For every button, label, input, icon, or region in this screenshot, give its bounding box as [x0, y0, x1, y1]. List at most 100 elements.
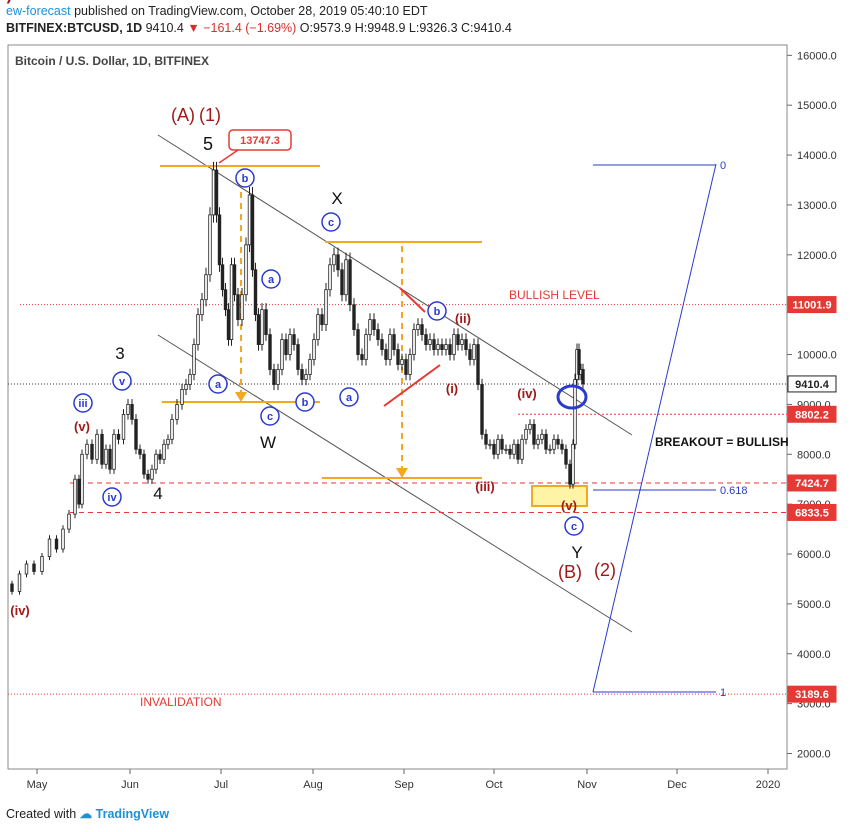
candle-body [280, 339, 284, 370]
candle-body [577, 349, 581, 375]
created-with-text: Created with [6, 807, 77, 821]
y-tick-label: 8000.0 [797, 449, 831, 461]
x-tick-label: Jun [121, 779, 139, 791]
bullish-level-label: BULLISH LEVEL [509, 288, 600, 302]
price-badge-label: 8802.2 [795, 409, 829, 421]
candle-body [240, 294, 244, 321]
candle-body [560, 443, 564, 450]
candle-body [492, 443, 496, 455]
candle-body [532, 423, 536, 445]
target-zone-box [531, 485, 588, 507]
candle-body [452, 334, 456, 355]
price-badge-box [787, 375, 837, 393]
wave-label: b [302, 397, 309, 409]
candle-body [296, 344, 300, 370]
candle-body [480, 384, 484, 435]
high-callout-box [228, 129, 292, 151]
candle-body [223, 289, 228, 311]
candle-body [528, 423, 532, 430]
candle-body [364, 334, 368, 360]
candle-body [312, 339, 316, 360]
price-badge: 3189.6 [787, 685, 837, 703]
candle-body [384, 349, 388, 360]
x-tick-label: Jul [214, 779, 228, 791]
candle-body [500, 438, 504, 450]
candle-body [67, 513, 71, 530]
y-tick-label: 2000.0 [797, 749, 831, 761]
price-badge-box [787, 296, 837, 314]
candle-body [244, 244, 248, 296]
wave-circle [261, 269, 281, 289]
candle-body [104, 448, 108, 465]
candle-body [328, 264, 332, 291]
wave-labels: (A) (1) 5 X 3 4 W Y(B) (2) (iv) (v) (ii) (i) (iii) (iv… [0, 0, 616, 618]
candle-body [95, 433, 99, 460]
wave-circle [112, 371, 132, 391]
candle-body [162, 443, 166, 460]
candle-body [121, 413, 126, 440]
wave-label: (2) [594, 560, 616, 580]
x-tick-label: Nov [577, 779, 597, 791]
candle-body [472, 344, 476, 360]
tradingview-logo-icon[interactable]: ☁ [79, 807, 93, 821]
tradingview-brand[interactable]: TradingView [95, 807, 170, 821]
trend-lines [157, 134, 633, 633]
candle-body [456, 334, 460, 345]
candle-body [229, 264, 234, 340]
candle-body [211, 169, 216, 216]
candle-body [464, 339, 468, 350]
red-mark-upper [399, 287, 426, 313]
candle-body [253, 269, 258, 316]
candle-body [564, 448, 568, 465]
candle-body [396, 349, 400, 365]
candle-body [126, 404, 130, 415]
candle-body [412, 329, 416, 355]
candle-body [40, 556, 44, 572]
candle-body [416, 324, 420, 331]
candle-body [188, 374, 192, 385]
candle-body [85, 443, 89, 455]
candle-body [508, 448, 512, 455]
price-badge: 8802.2 [787, 405, 837, 423]
candle-body [548, 448, 552, 451]
candle-body [170, 418, 174, 440]
upper-channel-line [157, 134, 633, 436]
candle-body [236, 294, 240, 321]
candle-body [226, 309, 231, 340]
invalidation-label: INVALIDATION [140, 695, 222, 709]
wave-circle [235, 168, 255, 188]
price-badge-label: 9410.4 [795, 379, 830, 391]
fib-0618-label: 0.618 [720, 485, 748, 497]
wave-label: c [267, 411, 273, 423]
candle-body [324, 289, 328, 326]
wave-circle [321, 212, 341, 232]
wave-circle [73, 393, 93, 413]
candle-body [568, 463, 572, 485]
candle-body [304, 374, 308, 380]
wave-label: (iii) [475, 479, 495, 494]
candle-body [220, 264, 225, 291]
fib-0-label: 0 [720, 160, 726, 172]
candle-body [80, 453, 84, 505]
candle-body [250, 194, 255, 271]
wave-label: Y [571, 543, 582, 562]
chart-header: ew-forecast published on TradingView.com… [6, 3, 512, 37]
candle-body [504, 448, 508, 451]
candle-body [336, 254, 340, 271]
candle-body [388, 334, 392, 360]
candle-body [112, 433, 116, 470]
wave-label: (iv) [0, 0, 12, 4]
candle-body [468, 349, 472, 360]
wave-label: X [331, 189, 342, 208]
red-mark-lower [383, 364, 441, 407]
candle-body [232, 264, 237, 296]
wave-circle [295, 392, 315, 412]
candle-body [581, 369, 585, 385]
candle-body [356, 329, 360, 355]
candle-body [440, 344, 444, 350]
candle-body [488, 443, 492, 446]
candle-body [217, 214, 222, 266]
candle-body [408, 354, 412, 375]
author-name[interactable]: ew-forecast [6, 4, 71, 18]
